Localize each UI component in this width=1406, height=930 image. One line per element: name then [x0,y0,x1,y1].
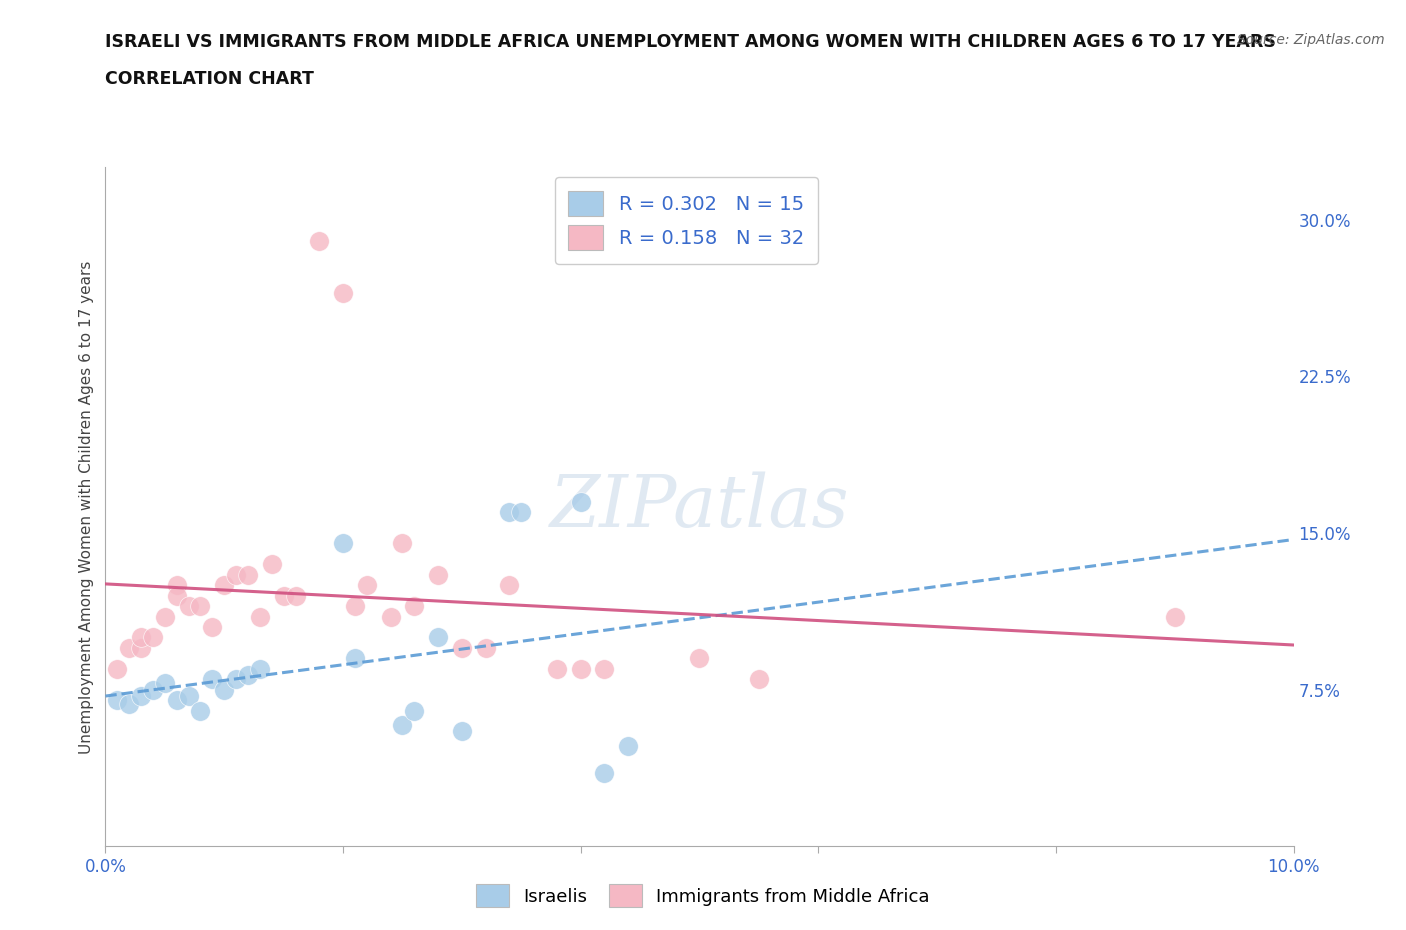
Point [569,494,592,509]
Point [404,703,426,718]
Point [118,697,141,711]
Text: CORRELATION CHART: CORRELATION CHART [105,70,315,87]
Point [1164,609,1187,624]
Point [450,724,472,738]
Point [177,599,200,614]
Point [153,609,176,624]
Point [129,641,152,656]
Point [689,651,711,666]
Legend: R = 0.302   N = 15, R = 0.158   N = 32: R = 0.302 N = 15, R = 0.158 N = 32 [555,177,818,264]
Point [510,505,533,520]
Point [214,683,236,698]
Point [404,599,426,614]
Point [391,536,413,551]
Point [201,619,224,634]
Point [380,609,402,624]
Point [546,661,568,676]
Point [225,567,247,582]
Point [332,536,354,551]
Point [308,233,330,248]
Point [427,630,450,644]
Point [190,599,212,614]
Text: ZIPatlas: ZIPatlas [550,472,849,542]
Point [166,693,188,708]
Text: Source: ZipAtlas.com: Source: ZipAtlas.com [1237,33,1385,46]
Point [129,688,152,703]
Point [391,718,413,733]
Point [748,671,770,686]
Point [105,661,128,676]
Point [593,765,616,780]
Point [249,661,271,676]
Point [593,661,616,676]
Text: ISRAELI VS IMMIGRANTS FROM MIDDLE AFRICA UNEMPLOYMENT AMONG WOMEN WITH CHILDREN : ISRAELI VS IMMIGRANTS FROM MIDDLE AFRICA… [105,33,1277,50]
Point [498,578,520,592]
Point [225,671,247,686]
Point [236,668,259,683]
Point [569,661,592,676]
Point [498,505,520,520]
Point [260,557,283,572]
Point [153,676,176,691]
Y-axis label: Unemployment Among Women with Children Ages 6 to 17 years: Unemployment Among Women with Children A… [79,260,94,753]
Point [190,703,212,718]
Point [284,588,307,603]
Point [617,738,640,753]
Point [427,567,450,582]
Point [450,641,472,656]
Point [129,630,152,644]
Point [474,641,496,656]
Point [343,651,366,666]
Point [142,630,165,644]
Point [214,578,236,592]
Point [343,599,366,614]
Point [356,578,378,592]
Point [118,641,141,656]
Legend: Israelis, Immigrants from Middle Africa: Israelis, Immigrants from Middle Africa [467,875,939,916]
Point [105,693,128,708]
Point [201,671,224,686]
Point [332,286,354,300]
Point [249,609,271,624]
Point [236,567,259,582]
Point [273,588,295,603]
Point [177,688,200,703]
Point [166,578,188,592]
Point [166,588,188,603]
Point [142,683,165,698]
